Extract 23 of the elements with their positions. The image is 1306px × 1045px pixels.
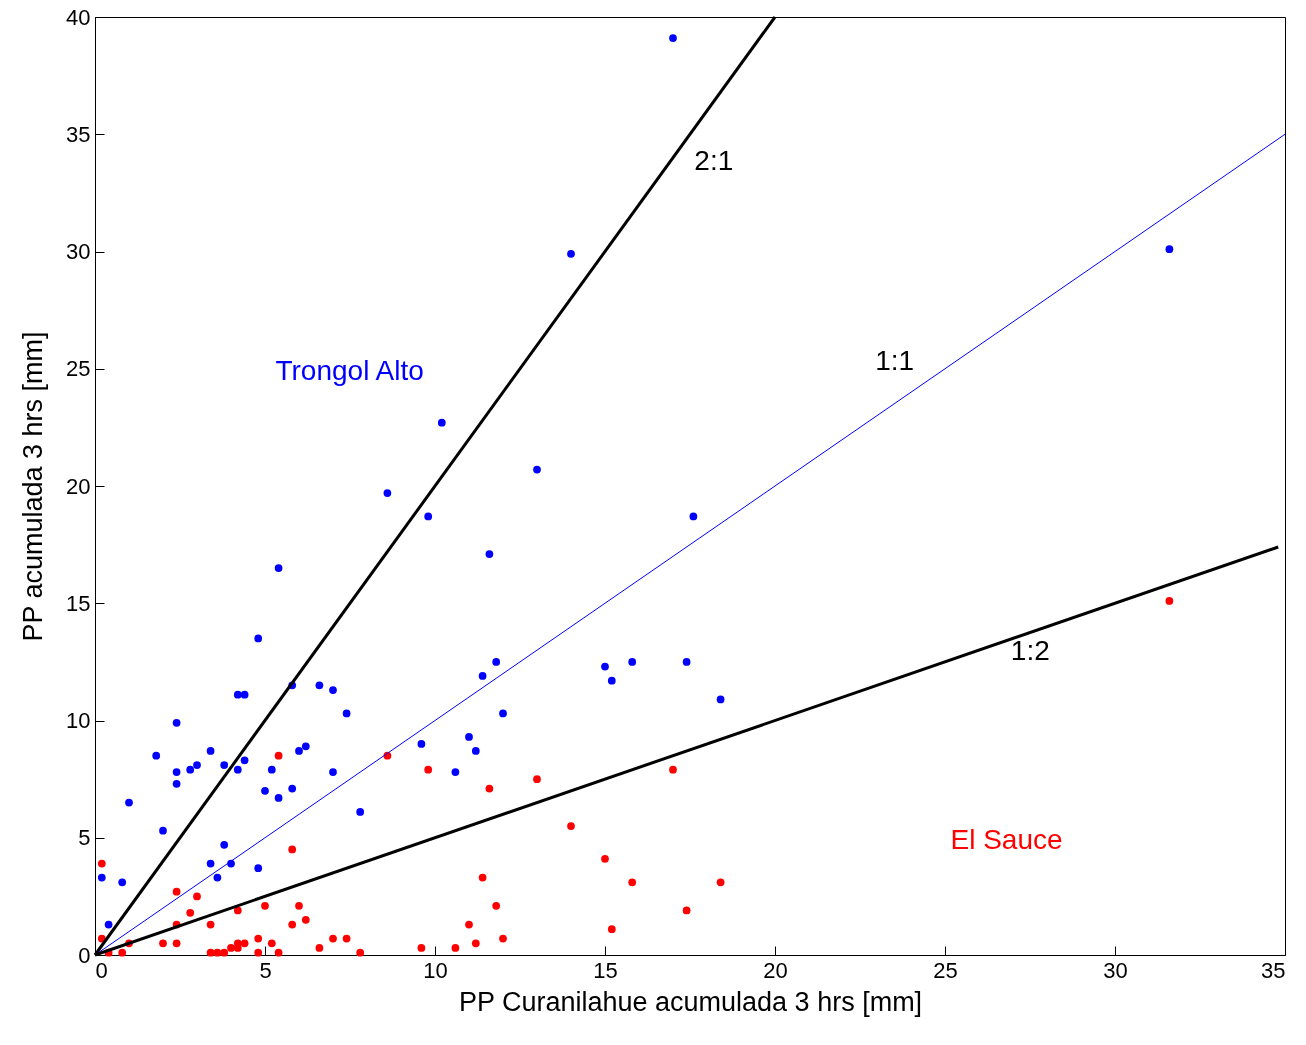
text: El Sauce xyxy=(950,823,1063,855)
y-axis-title: PP acumulada 3 hrs [mm] xyxy=(18,331,49,642)
y-tick-label: 20 xyxy=(66,473,91,499)
x-tick-label: 20 xyxy=(763,957,788,983)
x-tick-label: 15 xyxy=(593,957,618,983)
x-tick-label: 0 xyxy=(95,957,108,983)
x-tick-label: 35 xyxy=(1261,957,1286,983)
y-tick-label: 40 xyxy=(66,4,91,30)
y-tick-label: 10 xyxy=(66,708,91,733)
y-tick-label: 25 xyxy=(66,356,91,382)
x-tick-label: 10 xyxy=(423,957,448,983)
y-tick-label: 15 xyxy=(66,590,91,616)
series-label: 1:1 xyxy=(875,345,915,377)
series-label: 1:2 xyxy=(1010,635,1050,667)
x-tick-label: 25 xyxy=(933,957,958,983)
x-tick-label: 5 xyxy=(259,957,272,983)
y-tick-label: 30 xyxy=(66,239,91,264)
y-tick-label: 35 xyxy=(66,121,91,147)
x-axis-title: PP Curanilahue acumulada 3 hrs [mm] xyxy=(458,986,923,1017)
y-tick-label: 5 xyxy=(78,825,91,851)
series-label: Trongol Alto xyxy=(275,354,424,386)
x-tick-label: 30 xyxy=(1103,957,1128,983)
series-label: 2:1 xyxy=(694,145,734,177)
